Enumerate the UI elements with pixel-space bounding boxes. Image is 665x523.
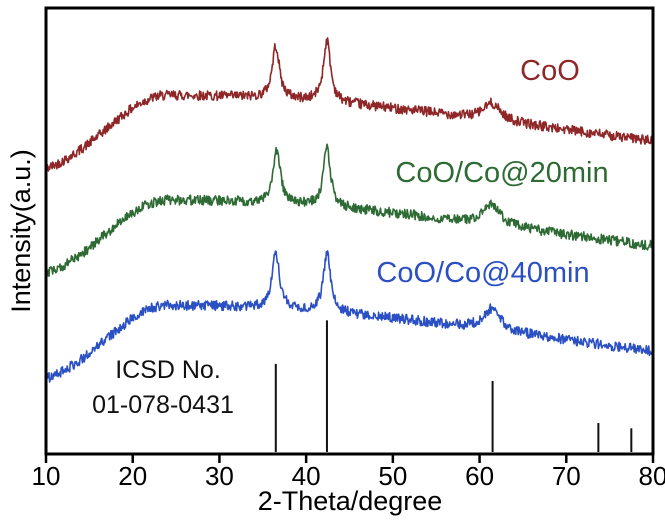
x-tick-label: 80 <box>639 461 665 491</box>
x-tick-label: 60 <box>465 461 494 491</box>
reference-peak-lines <box>274 320 633 452</box>
x-axis-title: 2-Theta/degree <box>258 486 443 516</box>
reference-label-line-2: 01-078-0431 <box>92 391 234 419</box>
xrd-traces <box>47 37 652 383</box>
x-tick-label: 70 <box>552 461 581 491</box>
x-tick-label: 30 <box>205 461 234 491</box>
series-label-coo-co-20min: CoO/Co@20min <box>395 157 608 189</box>
xrd-trace-coo-co-40min <box>47 250 652 383</box>
reference-label-line-1: ICSD No. <box>115 356 221 384</box>
y-axis-title: Intensity(a.u.) <box>6 149 36 313</box>
x-tick-label: 10 <box>32 461 61 491</box>
x-tick-label: 50 <box>378 461 407 491</box>
x-tick-label: 20 <box>118 461 147 491</box>
series-label-coo: CoO <box>520 55 580 87</box>
x-tick-label: 40 <box>292 461 321 491</box>
plot-frame <box>44 6 655 456</box>
xrd-trace-coo <box>47 37 652 172</box>
x-axis-ticks: 10 20 30 40 50 60 70 80 <box>32 454 665 491</box>
series-label-coo-co-40min: CoO/Co@40min <box>376 257 589 289</box>
xrd-trace-coo-co-20min <box>47 143 652 277</box>
